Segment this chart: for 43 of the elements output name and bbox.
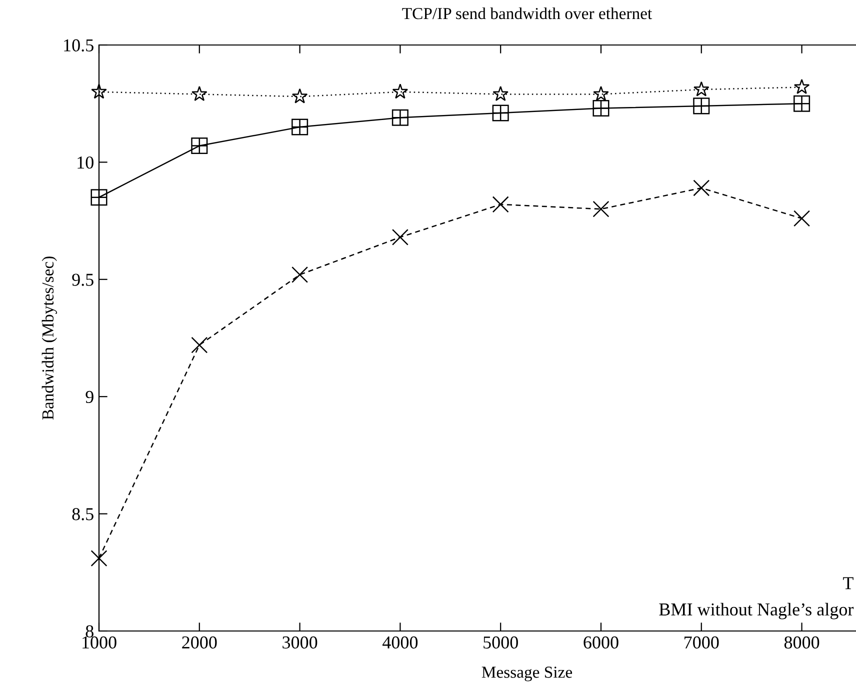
x-tick-label: 7000 (684, 636, 719, 649)
y-axis-title: Bandwidth (Mbytes/sec) (42, 256, 57, 420)
point (693, 81, 710, 96)
y-tick-label: 8 (86, 625, 94, 638)
point (90, 189, 108, 206)
point (292, 88, 308, 104)
point (91, 84, 107, 99)
x-tick-label: 3000 (282, 636, 318, 649)
x-tick-label: 2000 (182, 636, 217, 649)
point (191, 336, 208, 354)
point (492, 196, 509, 213)
x-tick-label: 8000 (784, 636, 820, 649)
point (90, 550, 108, 567)
y-tick-label: 8.5 (72, 508, 94, 520)
point (794, 210, 810, 227)
point (392, 109, 408, 126)
point (292, 266, 308, 283)
y-tick-label: 9.5 (72, 274, 94, 286)
point (593, 86, 609, 102)
point (392, 228, 408, 246)
point (794, 78, 810, 94)
x-axis-title: Message Size (482, 666, 572, 682)
chart-title: TCP/IP send bandwidth over ethernet (402, 7, 652, 20)
point (392, 84, 408, 99)
point (592, 100, 610, 117)
x-tick-label: 1000 (82, 636, 116, 649)
point (191, 138, 208, 154)
x-tick-label: 6000 (584, 636, 618, 649)
point (192, 86, 208, 102)
point (693, 180, 710, 196)
annotation: T (843, 577, 854, 590)
y-tick-label: 10.5 (64, 39, 94, 52)
point (492, 104, 509, 122)
y-tick-label: 9 (86, 390, 94, 404)
x-tick-label: 4000 (382, 636, 418, 649)
x-tick-label: 5000 (484, 636, 518, 649)
point (492, 86, 508, 102)
point (794, 95, 810, 112)
annotation: BMI without Nagle’s algor (659, 602, 854, 620)
point (292, 118, 308, 136)
point (592, 200, 610, 218)
point (693, 98, 710, 114)
y-tick-label: 10 (78, 156, 94, 169)
